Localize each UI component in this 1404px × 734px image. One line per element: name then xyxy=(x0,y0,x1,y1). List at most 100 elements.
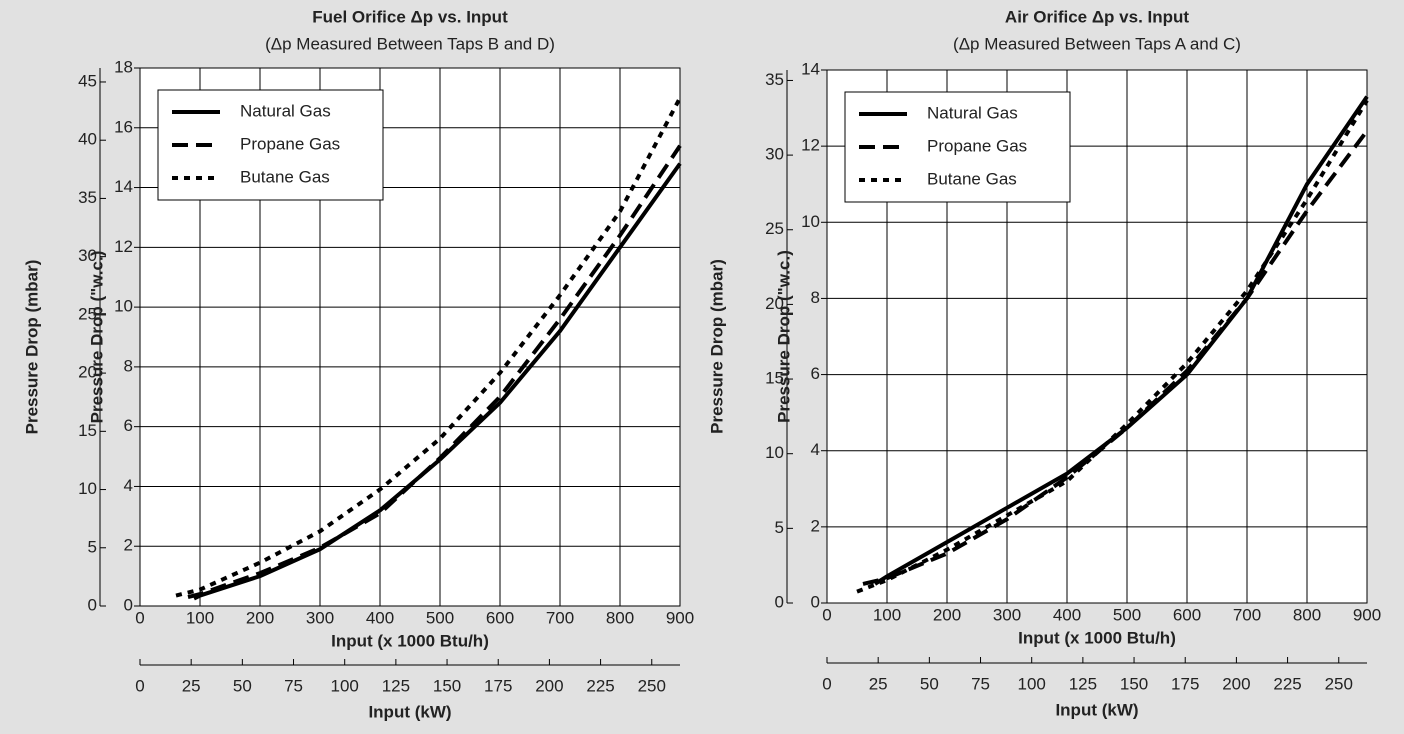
x2-tick-label: 50 xyxy=(920,674,939,693)
x-tick-label: 100 xyxy=(873,605,901,624)
x2-tick-label: 0 xyxy=(822,674,831,693)
x-tick-label: 500 xyxy=(426,608,454,627)
y-tick-label: 0 xyxy=(124,595,133,614)
x-tick-label: 900 xyxy=(1353,605,1381,624)
y2-axis-label: Pressure Drop (mbar) xyxy=(22,260,41,435)
x-tick-label: 900 xyxy=(666,608,694,627)
y-tick-label: 4 xyxy=(124,476,133,495)
x2-tick-label: 250 xyxy=(1325,674,1353,693)
x-tick-label: 200 xyxy=(933,605,961,624)
legend-label: Natural Gas xyxy=(240,101,331,120)
x2-tick-label: 150 xyxy=(1120,674,1148,693)
y-tick-label: 0 xyxy=(811,592,820,611)
x2-tick-label: 100 xyxy=(331,676,359,695)
x2-tick-label: 25 xyxy=(182,676,201,695)
x2-tick-label: 175 xyxy=(484,676,512,695)
x-tick-label: 600 xyxy=(1173,605,1201,624)
y2-tick-label: 45 xyxy=(78,71,97,90)
x-tick-label: 100 xyxy=(186,608,214,627)
x-tick-label: 200 xyxy=(246,608,274,627)
y2-tick-label: 15 xyxy=(765,369,784,388)
x2-tick-label: 225 xyxy=(586,676,614,695)
y-tick-label: 12 xyxy=(114,237,133,256)
x2-axis-label: Input (kW) xyxy=(1055,700,1138,719)
x-tick-label: 800 xyxy=(1293,605,1321,624)
y-tick-label: 16 xyxy=(114,117,133,136)
y2-tick-label: 35 xyxy=(765,70,784,89)
legend-label: Butane Gas xyxy=(240,167,330,186)
y-tick-label: 8 xyxy=(124,356,133,375)
y2-tick-label: 5 xyxy=(88,537,97,556)
x2-tick-label: 150 xyxy=(433,676,461,695)
x-axis-label: Input (x 1000 Btu/h) xyxy=(331,631,489,650)
legend-label: Butane Gas xyxy=(927,169,1017,188)
x2-tick-label: 175 xyxy=(1171,674,1199,693)
series-line xyxy=(873,95,1369,586)
x-tick-label: 800 xyxy=(606,608,634,627)
y2-tick-label: 5 xyxy=(775,518,784,537)
y-tick-label: 6 xyxy=(124,416,133,435)
y-tick-label: 14 xyxy=(114,177,133,196)
y-tick-label: 10 xyxy=(801,212,820,231)
x-tick-label: 400 xyxy=(366,608,394,627)
y2-tick-label: 10 xyxy=(78,479,97,498)
legend-box xyxy=(844,91,1071,203)
legend-box xyxy=(157,89,384,201)
x2-tick-label: 225 xyxy=(1273,674,1301,693)
x2-tick-label: 75 xyxy=(284,676,303,695)
x2-tick-label: 200 xyxy=(535,676,563,695)
x2-tick-label: 25 xyxy=(869,674,888,693)
y-tick-label: 4 xyxy=(811,440,820,459)
chart-subtitle: (Δp Measured Between Taps A and C) xyxy=(953,34,1241,53)
x-tick-label: 500 xyxy=(1113,605,1141,624)
y2-tick-label: 0 xyxy=(88,595,97,614)
x-tick-label: 300 xyxy=(993,605,1021,624)
y2-tick-label: 40 xyxy=(78,130,97,149)
y-tick-label: 2 xyxy=(124,536,133,555)
y-axis-label: Pressure Drop ("w.c.) xyxy=(774,250,793,423)
legend-label: Natural Gas xyxy=(927,103,1018,122)
x-tick-label: 400 xyxy=(1053,605,1081,624)
y2-tick-label: 35 xyxy=(78,188,97,207)
y2-tick-label: 25 xyxy=(78,304,97,323)
x-tick-label: 300 xyxy=(306,608,334,627)
legend-label: Propane Gas xyxy=(240,134,340,153)
x-axis-label: Input (x 1000 Btu/h) xyxy=(1018,628,1176,647)
y-tick-label: 14 xyxy=(801,59,820,78)
legend-label: Propane Gas xyxy=(927,136,1027,155)
x-tick-label: 0 xyxy=(135,608,144,627)
x2-tick-label: 200 xyxy=(1222,674,1250,693)
y-tick-label: 8 xyxy=(811,288,820,307)
x2-tick-label: 125 xyxy=(1069,674,1097,693)
y2-tick-label: 20 xyxy=(78,363,97,382)
y2-tick-label: 20 xyxy=(765,294,784,313)
x-tick-label: 700 xyxy=(546,608,574,627)
y2-tick-label: 10 xyxy=(765,443,784,462)
y-tick-label: 10 xyxy=(114,297,133,316)
x-tick-label: 0 xyxy=(822,605,831,624)
y2-tick-label: 30 xyxy=(78,246,97,265)
x-tick-label: 600 xyxy=(486,608,514,627)
y2-tick-label: 0 xyxy=(775,592,784,611)
y-tick-label: 18 xyxy=(114,57,133,76)
chart-subtitle: (Δp Measured Between Taps B and D) xyxy=(265,34,555,53)
x2-axis-label: Input (kW) xyxy=(368,702,451,721)
x2-tick-label: 50 xyxy=(233,676,252,695)
chart-title: Air Orifice Δp vs. Input xyxy=(1005,7,1189,26)
y-axis-label: Pressure Drop ("w.c.) xyxy=(87,251,106,424)
x-tick-label: 700 xyxy=(1233,605,1261,624)
y-tick-label: 12 xyxy=(801,136,820,155)
y2-tick-label: 25 xyxy=(765,219,784,238)
y-tick-label: 6 xyxy=(811,364,820,383)
chart-title: Fuel Orifice Δp vs. Input xyxy=(312,7,508,26)
x2-tick-label: 250 xyxy=(638,676,666,695)
y-tick-label: 2 xyxy=(811,516,820,535)
x2-tick-label: 0 xyxy=(135,676,144,695)
y2-tick-label: 15 xyxy=(78,421,97,440)
series-line xyxy=(856,99,1369,594)
x2-tick-label: 125 xyxy=(382,676,410,695)
y2-axis-label: Pressure Drop (mbar) xyxy=(707,259,726,434)
x2-tick-label: 100 xyxy=(1018,674,1046,693)
series-line xyxy=(187,144,682,599)
